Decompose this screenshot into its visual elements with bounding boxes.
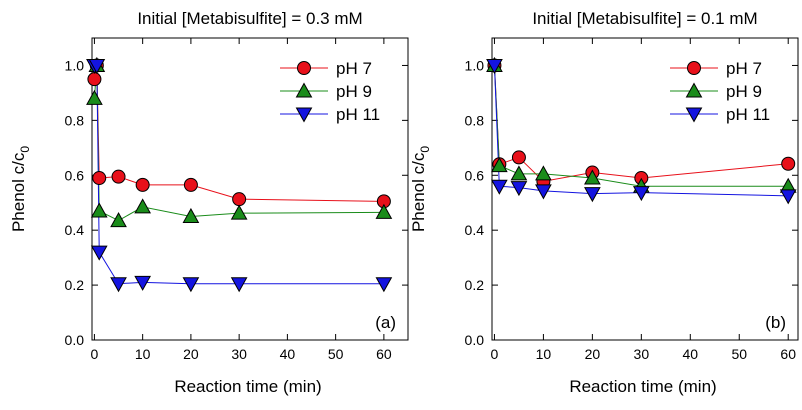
data-point-ph-11 bbox=[779, 189, 797, 205]
legend-marker bbox=[687, 61, 701, 75]
x-tick-label: 10 bbox=[536, 346, 552, 362]
x-tick-label: 10 bbox=[135, 346, 151, 362]
x-tick-label: 20 bbox=[585, 346, 601, 362]
x-tick-label: 60 bbox=[780, 346, 796, 362]
data-point-ph-9 bbox=[86, 89, 103, 105]
data-point-ph-7 bbox=[87, 72, 102, 87]
chart-panel-1: Initial [Metabisulfite] = 0.3 mM 0 10 20 30 4… bbox=[9, 9, 409, 396]
x-tick-label: 0 bbox=[491, 346, 499, 362]
legend-label: pH 11 bbox=[336, 105, 380, 124]
data-point-ph-7 bbox=[781, 156, 796, 171]
chart-title: Initial [Metabisulfite] = 0.1 mM bbox=[532, 9, 757, 28]
y-tick-label: 0.6 bbox=[465, 167, 485, 183]
x-tick-label: 50 bbox=[731, 346, 747, 362]
data-point-ph-11 bbox=[88, 58, 106, 74]
legend-marker bbox=[685, 107, 703, 123]
y-tick-label: 1.0 bbox=[65, 57, 85, 73]
data-point-ph-11 bbox=[90, 245, 108, 261]
legend-label: pH 9 bbox=[336, 82, 372, 101]
x-tick-label: 40 bbox=[280, 346, 296, 362]
y-axis-label: Phenol c/c0 bbox=[409, 146, 432, 232]
chart-panel-2: Initial [Metabisulfite] = 0.1 mM 0 10 20 30 4… bbox=[409, 9, 799, 396]
data-point-ph-9 bbox=[535, 165, 552, 181]
legend-marker bbox=[295, 107, 313, 123]
data-point-ph-11 bbox=[510, 181, 528, 197]
data-point-ph-9 bbox=[510, 165, 528, 181]
data-point-ph-9 bbox=[182, 207, 200, 223]
data-point-ph-7 bbox=[183, 177, 198, 192]
legend-label: pH 7 bbox=[336, 59, 372, 78]
y-tick-label: 0.8 bbox=[65, 112, 85, 128]
data-point-ph-9 bbox=[230, 204, 248, 220]
x-tick-label: 30 bbox=[634, 346, 650, 362]
x-tick-label: 30 bbox=[231, 346, 247, 362]
y-tick-label: 0.2 bbox=[465, 277, 485, 293]
data-point-ph-11 bbox=[230, 277, 248, 293]
data-point-ph-11 bbox=[486, 58, 503, 74]
chart-title: Initial [Metabisulfite] = 0.3 mM bbox=[137, 9, 362, 28]
y-axis-label: Phenol c/c0 bbox=[9, 146, 32, 232]
x-tick-label: 40 bbox=[682, 346, 698, 362]
data-point-ph-9 bbox=[375, 203, 393, 219]
data-point-ph-9 bbox=[584, 169, 601, 185]
data-point-ph-11 bbox=[632, 186, 650, 202]
data-point-ph-7 bbox=[111, 169, 126, 184]
data-point-ph-11 bbox=[134, 275, 152, 291]
legend-label: pH 9 bbox=[726, 82, 762, 101]
y-tick-label: 0.0 bbox=[465, 332, 485, 348]
data-point-ph-7 bbox=[92, 171, 107, 186]
panel-label: (a) bbox=[375, 313, 396, 332]
data-point-ph-11 bbox=[584, 187, 601, 203]
data-point-ph-7 bbox=[232, 192, 247, 207]
data-point-ph-9 bbox=[134, 198, 152, 214]
legend-label: pH 7 bbox=[726, 59, 762, 78]
x-axis-label: Reaction time (min) bbox=[569, 377, 716, 396]
x-tick-label: 60 bbox=[376, 346, 392, 362]
x-axis-label: Reaction time (min) bbox=[174, 377, 321, 396]
legend-marker bbox=[685, 82, 703, 98]
x-tick-label: 0 bbox=[91, 346, 99, 362]
x-tick-label: 20 bbox=[183, 346, 199, 362]
y-tick-label: 0.0 bbox=[65, 332, 85, 348]
y-tick-label: 1.0 bbox=[465, 57, 485, 73]
data-point-ph-7 bbox=[511, 150, 526, 165]
data-point-ph-11 bbox=[375, 277, 393, 293]
y-tick-label: 0.2 bbox=[65, 277, 85, 293]
data-point-ph-11 bbox=[110, 277, 127, 293]
panel-label: (b) bbox=[765, 313, 786, 332]
y-tick-label: 0.4 bbox=[65, 222, 85, 238]
legend-label: pH 11 bbox=[726, 105, 770, 124]
data-point-ph-11 bbox=[490, 179, 508, 195]
data-point-ph-7 bbox=[135, 177, 150, 192]
legend-marker bbox=[295, 82, 313, 98]
plot-frame bbox=[491, 37, 799, 341]
plot-frame bbox=[91, 37, 409, 341]
x-tick-label: 50 bbox=[328, 346, 344, 362]
legend-marker bbox=[297, 61, 311, 75]
data-point-ph-9 bbox=[490, 157, 508, 173]
y-tick-label: 0.8 bbox=[465, 112, 485, 128]
data-point-ph-9 bbox=[110, 212, 127, 228]
y-tick-label: 0.6 bbox=[65, 167, 85, 183]
data-point-ph-11 bbox=[535, 184, 552, 200]
data-point-ph-11 bbox=[182, 277, 200, 293]
y-tick-label: 0.4 bbox=[465, 222, 485, 238]
data-point-ph-9 bbox=[90, 202, 108, 218]
